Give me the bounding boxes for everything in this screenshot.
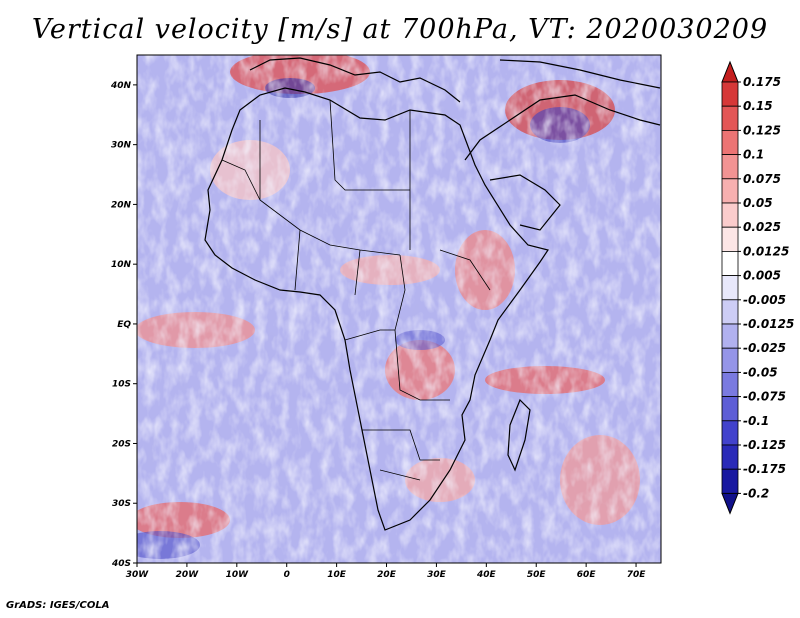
lat-tick-label: 40S xyxy=(111,559,131,569)
colorbar-label: 0.05 xyxy=(743,196,773,210)
colorbar-label: 0.1 xyxy=(743,148,764,162)
colorbar-label: -0.05 xyxy=(743,365,778,379)
colorbar-label: -0.1 xyxy=(743,414,769,428)
colorbar-box xyxy=(721,420,739,446)
colorbar-label: -0.025 xyxy=(743,341,786,355)
lat-tick-label: 10S xyxy=(112,380,131,390)
colorbar-box xyxy=(721,105,739,131)
colorbar-bottom-arrow xyxy=(721,492,739,515)
colorbar-label: 0.025 xyxy=(743,220,781,234)
colorbar-label: -0.0125 xyxy=(743,317,794,331)
colorbar-box xyxy=(721,129,739,155)
lat-tick-label: 30S xyxy=(112,499,131,509)
colorbar-box xyxy=(721,250,739,276)
country-borders xyxy=(221,99,491,481)
colorbar-box xyxy=(721,81,739,107)
lon-tick-label: 0 xyxy=(284,570,290,580)
colorbar: 0.175 0.15 0.125 0.1 0.075 0.05 0.025 0.0125 0.0… xyxy=(721,60,794,515)
colorbar-label: -0.2 xyxy=(743,486,769,500)
lat-tick-label: 30N xyxy=(111,141,132,151)
lon-tick-label: 20W xyxy=(176,570,200,580)
colorbar-box xyxy=(721,347,739,373)
colorbar-label: 0.125 xyxy=(743,123,781,137)
lon-tick-label: 40E xyxy=(476,570,497,580)
velocity-field xyxy=(137,55,661,563)
colorbar-box xyxy=(721,299,739,325)
colorbar-label: 0.15 xyxy=(743,99,773,113)
lon-tick-label: 50E xyxy=(527,570,547,580)
colorbar-label: -0.175 xyxy=(743,462,786,476)
lon-tick-label: 20E xyxy=(377,570,397,580)
lat-tick-label: 20S xyxy=(112,439,131,449)
colorbar-label: 0.175 xyxy=(743,75,781,89)
colorbar-label: 0.075 xyxy=(743,172,781,186)
lon-tick-label: 10E xyxy=(327,570,347,580)
lon-tick-label: 30E xyxy=(427,570,447,580)
colorbar-box xyxy=(721,178,739,204)
colorbar-label: 0.005 xyxy=(743,269,781,283)
colorbar-box xyxy=(721,154,739,180)
colorbar-top-arrow xyxy=(721,60,739,83)
lat-tick-label: 10N xyxy=(111,260,132,270)
colorbar-box xyxy=(721,371,739,397)
lon-tick-label: 30W xyxy=(126,570,150,580)
colorbar-box xyxy=(721,444,739,470)
colorbar-label: -0.125 xyxy=(743,438,786,452)
plot-frame xyxy=(136,54,662,564)
colorbar-box xyxy=(721,275,739,301)
map-title: Vertical velocity [m/s] at 700hPa, VT: 2… xyxy=(31,14,769,45)
lat-tick-label: 20N xyxy=(111,200,132,210)
lon-tick-label: 10W xyxy=(226,570,250,580)
colorbar-box xyxy=(721,226,739,252)
colorbar-box xyxy=(721,468,739,494)
colorbar-box xyxy=(721,323,739,349)
footer-credit: GrADS: IGES/COLA xyxy=(6,600,110,611)
colorbar-box xyxy=(721,202,739,228)
colorbar-label: -0.075 xyxy=(743,390,786,404)
lon-tick-label: 60E xyxy=(577,570,597,580)
colorbar-label: -0.005 xyxy=(743,293,786,307)
colorbar-box xyxy=(721,396,739,422)
coastlines xyxy=(204,57,661,531)
colorbar-label: 0.0125 xyxy=(743,244,789,258)
lat-tick-label: 40N xyxy=(110,81,132,91)
lat-tick-label: EQ xyxy=(117,320,131,330)
lon-tick-label: 70E xyxy=(627,570,647,580)
